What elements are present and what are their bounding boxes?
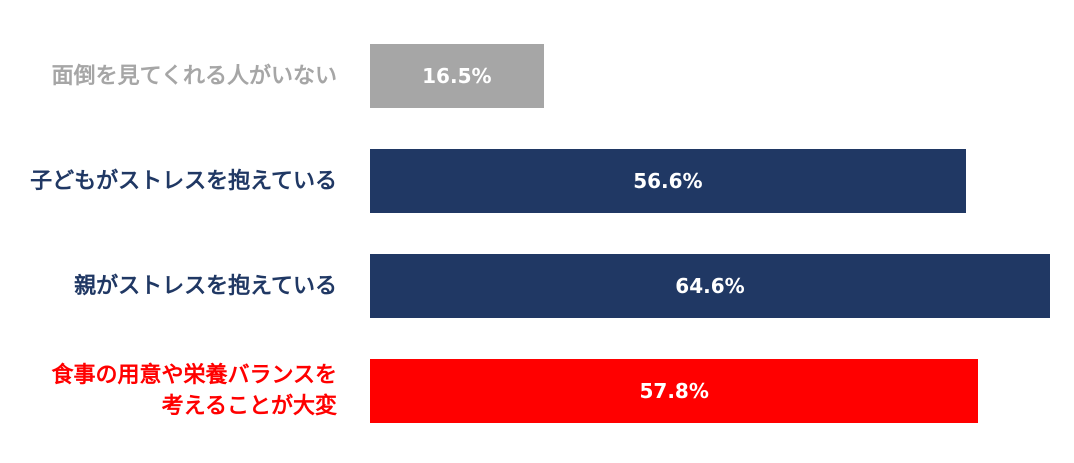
value-label: 56.6% (633, 169, 703, 193)
category-label: 親がストレスを抱えている (74, 273, 337, 299)
bar (370, 44, 544, 108)
category-label: 食事の用意や栄養バランスを 考えることが大変 (51, 363, 337, 419)
value-label: 57.8% (639, 379, 709, 403)
value-label: 64.6% (675, 274, 745, 298)
category-label: 子どもがストレスを抱えている (30, 168, 337, 194)
bar (370, 254, 1050, 318)
bar (370, 359, 979, 423)
value-label: 16.5% (422, 64, 492, 88)
bar (370, 149, 966, 213)
category-label: 面倒を見てくれる人がいない (51, 63, 337, 89)
